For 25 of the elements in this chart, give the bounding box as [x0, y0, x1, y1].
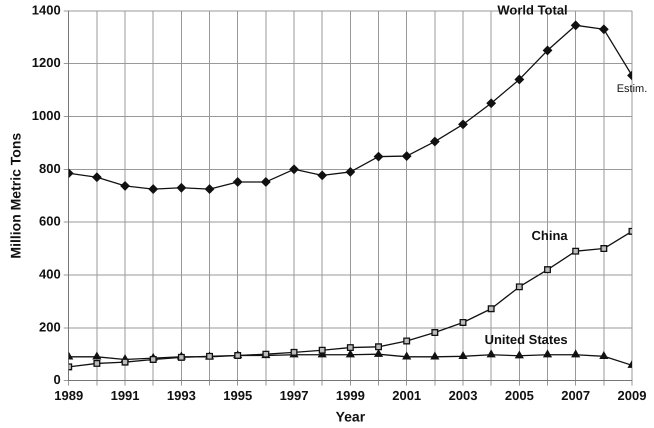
y-tick-label: 600: [39, 214, 61, 229]
series-label: China: [532, 228, 568, 244]
series-label: World Total: [497, 2, 568, 18]
x-tick-label: 1991: [110, 388, 140, 403]
annotation: Estim.: [616, 83, 648, 96]
x-tick-label: 2003: [448, 388, 478, 403]
x-axis-title: Year: [336, 408, 366, 424]
x-tick-label: 1989: [54, 388, 84, 403]
y-tick-label: 400: [39, 266, 61, 282]
x-tick-label: 2009: [618, 388, 646, 403]
y-tick-label: 0: [53, 372, 61, 388]
x-tick-label: 2001: [392, 388, 422, 403]
x-tick-label: 1997: [280, 388, 308, 403]
y-tick-label: 1200: [32, 55, 61, 70]
x-tick-label: 1995: [223, 388, 252, 403]
x-tick-label: 1993: [166, 388, 196, 403]
y-tick-label: 200: [39, 319, 61, 334]
x-tick-label: 2007: [561, 388, 590, 403]
y-tick-label: 1400: [32, 2, 61, 18]
x-tick-label: 2005: [504, 388, 534, 403]
x-tick-label: 1999: [336, 388, 365, 403]
y-tick-label: 800: [39, 160, 61, 176]
y-tick-label: 1000: [32, 108, 61, 124]
series-label: United States: [484, 332, 568, 347]
y-axis-title: Million Metric Tons: [7, 132, 24, 259]
